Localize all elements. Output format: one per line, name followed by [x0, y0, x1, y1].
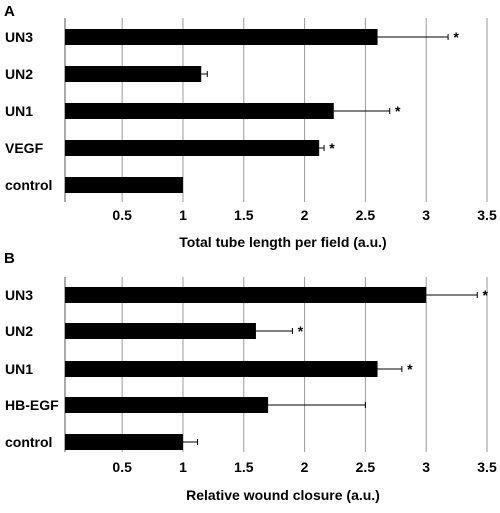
panel-b-x-tick-label: 3.5 [477, 459, 497, 475]
panel-a-significance-mark: * [453, 29, 459, 45]
panel-a-x-tick-label: 2.5 [356, 207, 376, 223]
panel-b-letter: B [4, 250, 15, 267]
panel-a-x-tick-label: 3 [422, 207, 430, 223]
panel-a: A Total tube length per field (a.u.) 0.5… [4, 3, 497, 250]
panel-b-bar [65, 323, 256, 339]
panel-a-bar [65, 177, 183, 193]
panel-a-x-axis-title: Total tube length per field (a.u.) [179, 234, 386, 250]
panel-b-x-tick-label: 0.5 [112, 459, 132, 475]
panel-b-x-axis-title: Relative wound closure (a.u.) [186, 487, 380, 503]
panel-b-bar [65, 361, 378, 377]
panel-b-significance-mark: * [483, 287, 489, 303]
panel-b-category-label: HB-EGF [5, 397, 59, 413]
panel-b-significance-mark: * [407, 361, 413, 377]
panel-b-x-tick-label: 1 [179, 459, 187, 475]
panel-a-bar [65, 29, 378, 45]
panel-a-category-label: UN3 [5, 29, 33, 45]
panel-b-significance-mark: * [298, 323, 304, 339]
panel-a-significance-mark: * [395, 103, 401, 119]
panel-a-bar [65, 103, 334, 119]
panel-a-category-label: control [5, 177, 52, 193]
panel-a-bar [65, 66, 202, 82]
panel-b-bar [65, 434, 183, 450]
panel-b-x-tick-label: 3 [422, 459, 430, 475]
panel-a-significance-mark: * [329, 140, 335, 156]
panel-a-x-tick-label: 1.5 [234, 207, 254, 223]
panel-b-x-tick-label: 2.5 [356, 459, 376, 475]
panel-b-category-label: UN3 [5, 287, 33, 303]
panel-a-x-tick-label: 1 [179, 207, 187, 223]
panel-b-x-tick-label: 2 [301, 459, 309, 475]
panel-b-category-label: UN2 [5, 323, 33, 339]
panel-b-bar [65, 287, 427, 303]
panel-b-category-label: control [5, 434, 52, 450]
panel-b: B Relative wound closure (a.u.) 0.5 1 1.5 2… [4, 250, 497, 503]
panel-b-x-tick-label: 1.5 [234, 459, 254, 475]
panel-a-category-label: UN2 [5, 66, 33, 82]
panel-a-x-tick-label: 3.5 [477, 207, 497, 223]
panel-a-letter: A [4, 3, 15, 20]
panel-a-x-tick-label: 0.5 [112, 207, 132, 223]
panel-b-category-label: UN1 [5, 361, 33, 377]
panel-a-category-label: VEGF [5, 140, 44, 156]
panel-a-category-label: UN1 [5, 103, 33, 119]
panel-a-x-tick-label: 2 [301, 207, 309, 223]
panel-a-bar [65, 140, 320, 156]
panel-b-bar [65, 397, 269, 413]
